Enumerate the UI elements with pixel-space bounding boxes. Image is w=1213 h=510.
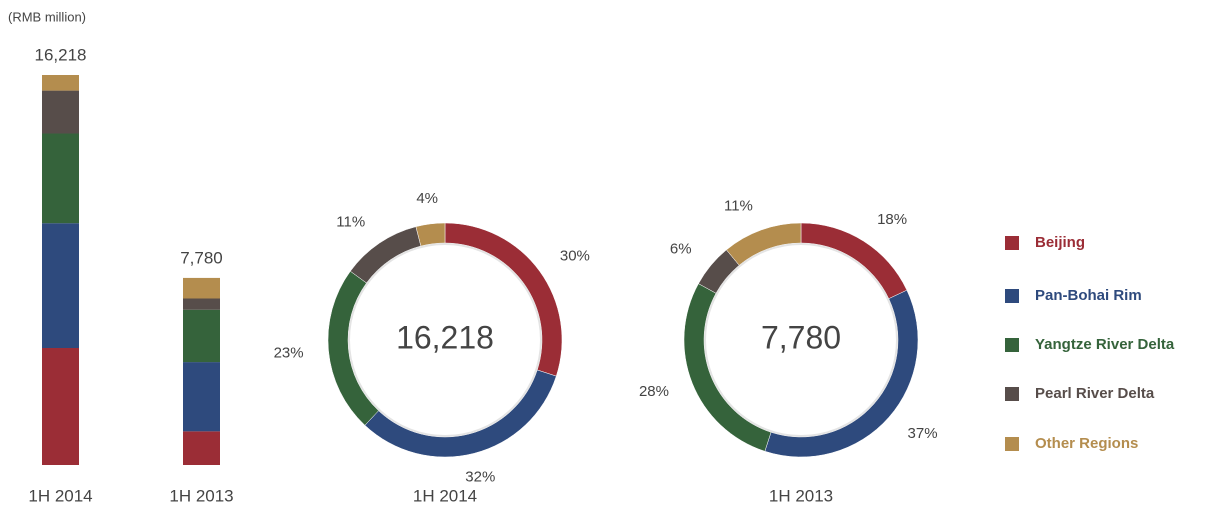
- bar-segment: [42, 90, 79, 134]
- value-label: 37%: [908, 425, 938, 442]
- value-label: 23%: [274, 344, 304, 361]
- bar-segment: [42, 348, 79, 465]
- value-label: 28%: [639, 383, 669, 400]
- x-tick-label: 1H 2013: [169, 486, 233, 505]
- bar-segment: [42, 133, 79, 224]
- legend-label: Yangtze River Delta: [1035, 336, 1175, 353]
- value-label: 11%: [724, 197, 753, 214]
- value-label: 30%: [560, 248, 590, 265]
- value-label: 11%: [336, 214, 365, 231]
- bar-segment: [183, 431, 220, 465]
- legend-swatch: [1005, 387, 1019, 401]
- value-label: 18%: [877, 211, 907, 228]
- bar-segment: [183, 298, 220, 310]
- legend-label: Pearl River Delta: [1035, 385, 1155, 402]
- legend-swatch: [1005, 338, 1019, 352]
- donut-inner-ring: [348, 243, 542, 437]
- donut-slice: [349, 226, 422, 284]
- center-label: 16,218: [396, 319, 494, 355]
- legend-label: Other Regions: [1035, 435, 1138, 452]
- center-label: 7,780: [761, 319, 841, 355]
- donut-slice: [764, 289, 919, 458]
- bar-segment: [183, 309, 220, 363]
- value-label: 32%: [465, 469, 495, 486]
- legend-swatch: [1005, 236, 1019, 250]
- unit-label: (RMB million): [8, 9, 86, 24]
- legend-label: Beijing: [1035, 234, 1085, 251]
- donut-slice: [364, 369, 557, 458]
- value-label: 6%: [670, 240, 692, 257]
- legend-swatch: [1005, 289, 1019, 303]
- total-label: 16,218: [35, 45, 87, 64]
- donut-slice: [415, 222, 446, 247]
- x-tick-label: 1H 2014: [28, 486, 92, 505]
- bar-segment: [42, 75, 79, 91]
- bar-segment: [183, 362, 220, 432]
- total-label: 7,780: [180, 248, 223, 267]
- donut-inner-ring: [704, 243, 898, 437]
- donut-title: 1H 2014: [413, 486, 477, 505]
- donut-title: 1H 2013: [769, 486, 833, 505]
- legend-swatch: [1005, 437, 1019, 451]
- legend-label: Pan-Bohai Rim: [1035, 287, 1142, 304]
- bar-segment: [42, 223, 79, 349]
- bar-segment: [183, 277, 220, 299]
- value-label: 4%: [416, 190, 438, 207]
